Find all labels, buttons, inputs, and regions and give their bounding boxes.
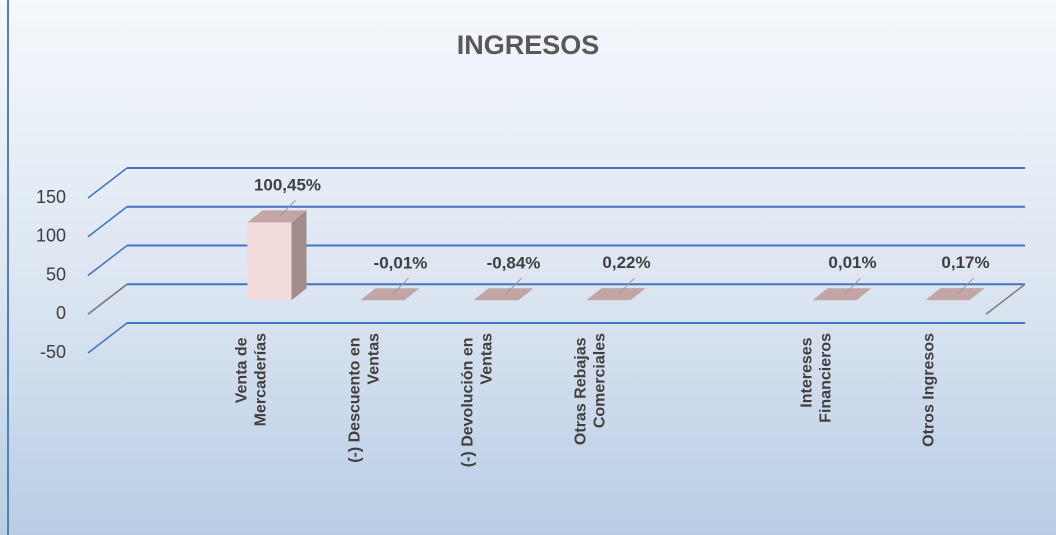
leader-line	[957, 277, 974, 295]
value-label: 0,17%	[941, 253, 989, 272]
bar-top	[586, 288, 646, 301]
y-tick-label: -50	[40, 342, 66, 362]
y-tick-label: 150	[36, 187, 66, 207]
bar-top	[473, 288, 533, 301]
bar-side	[969, 288, 985, 301]
grid-line-side	[87, 244, 128, 277]
bar	[473, 300, 518, 301]
bar-top	[247, 210, 307, 223]
bar-top	[812, 288, 872, 301]
y-tick-label: 100	[36, 226, 66, 246]
floor-edge	[985, 283, 1026, 315]
x-tick-label: (-) Descuento en Ventas	[347, 333, 383, 463]
value-label: 0,22%	[602, 253, 650, 272]
grid-line-side	[87, 322, 128, 354]
bar-side	[630, 288, 646, 301]
x-tick-label: Otras Rebajas Comerciales	[573, 333, 609, 445]
x-tick-label: Venta de Mercaderías	[234, 333, 270, 426]
x-tick-label: Intereses Financieros	[799, 333, 835, 423]
floor-edge	[87, 283, 128, 315]
leader-line	[618, 277, 635, 295]
y-tick-label: 0	[56, 303, 66, 323]
leader-line	[279, 200, 296, 217]
bar-top	[360, 288, 420, 301]
grid-line-side	[87, 167, 128, 199]
leader-line	[844, 277, 861, 295]
bar-side	[517, 288, 533, 301]
bar-side	[404, 288, 420, 301]
x-tick-label: Otros Ingresos	[921, 333, 938, 447]
chart-title: INGRESOS	[457, 30, 600, 60]
bar	[247, 222, 292, 301]
leader-line	[392, 277, 409, 295]
grid-line-side	[87, 206, 128, 238]
value-label: 0,01%	[828, 253, 876, 272]
value-label: -0,01%	[374, 253, 428, 272]
bar-side	[291, 210, 307, 301]
leader-line	[505, 277, 522, 295]
bar-side	[856, 288, 872, 301]
x-tick-label: (-) Devolución en Ventas	[460, 333, 496, 467]
bar-top	[925, 288, 985, 301]
value-label: 100,45%	[254, 175, 321, 194]
value-label: -0,84%	[487, 253, 541, 272]
y-tick-label: 50	[46, 264, 66, 284]
